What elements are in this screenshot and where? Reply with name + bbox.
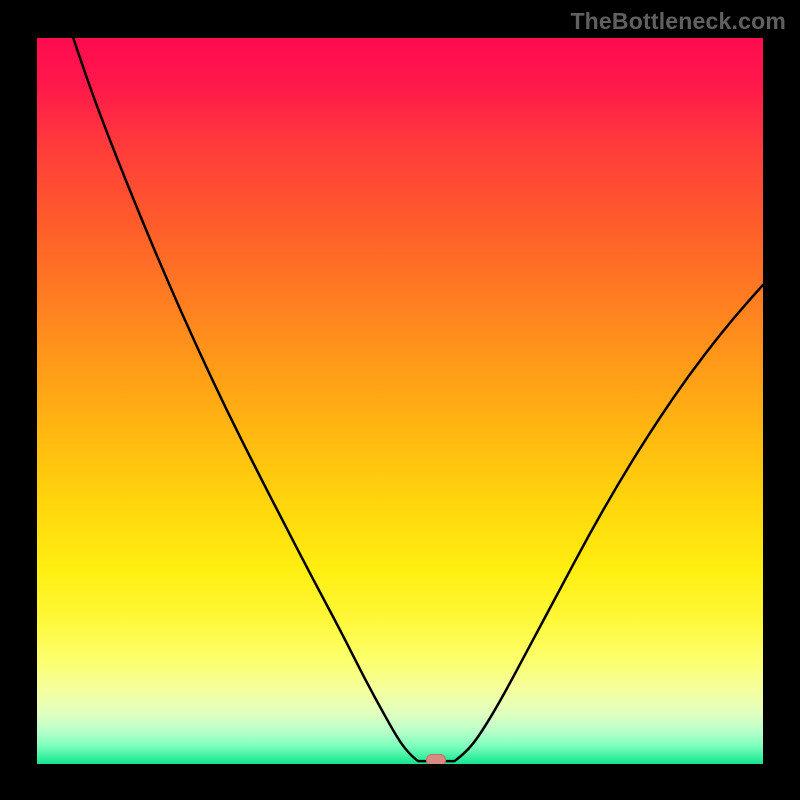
min-marker bbox=[426, 754, 446, 764]
bottleneck-curve bbox=[37, 38, 763, 764]
curve-path bbox=[73, 38, 763, 761]
watermark-label: TheBottleneck.com bbox=[570, 8, 786, 35]
chart-root: TheBottleneck.com bbox=[0, 0, 800, 800]
plot-area bbox=[37, 38, 763, 764]
